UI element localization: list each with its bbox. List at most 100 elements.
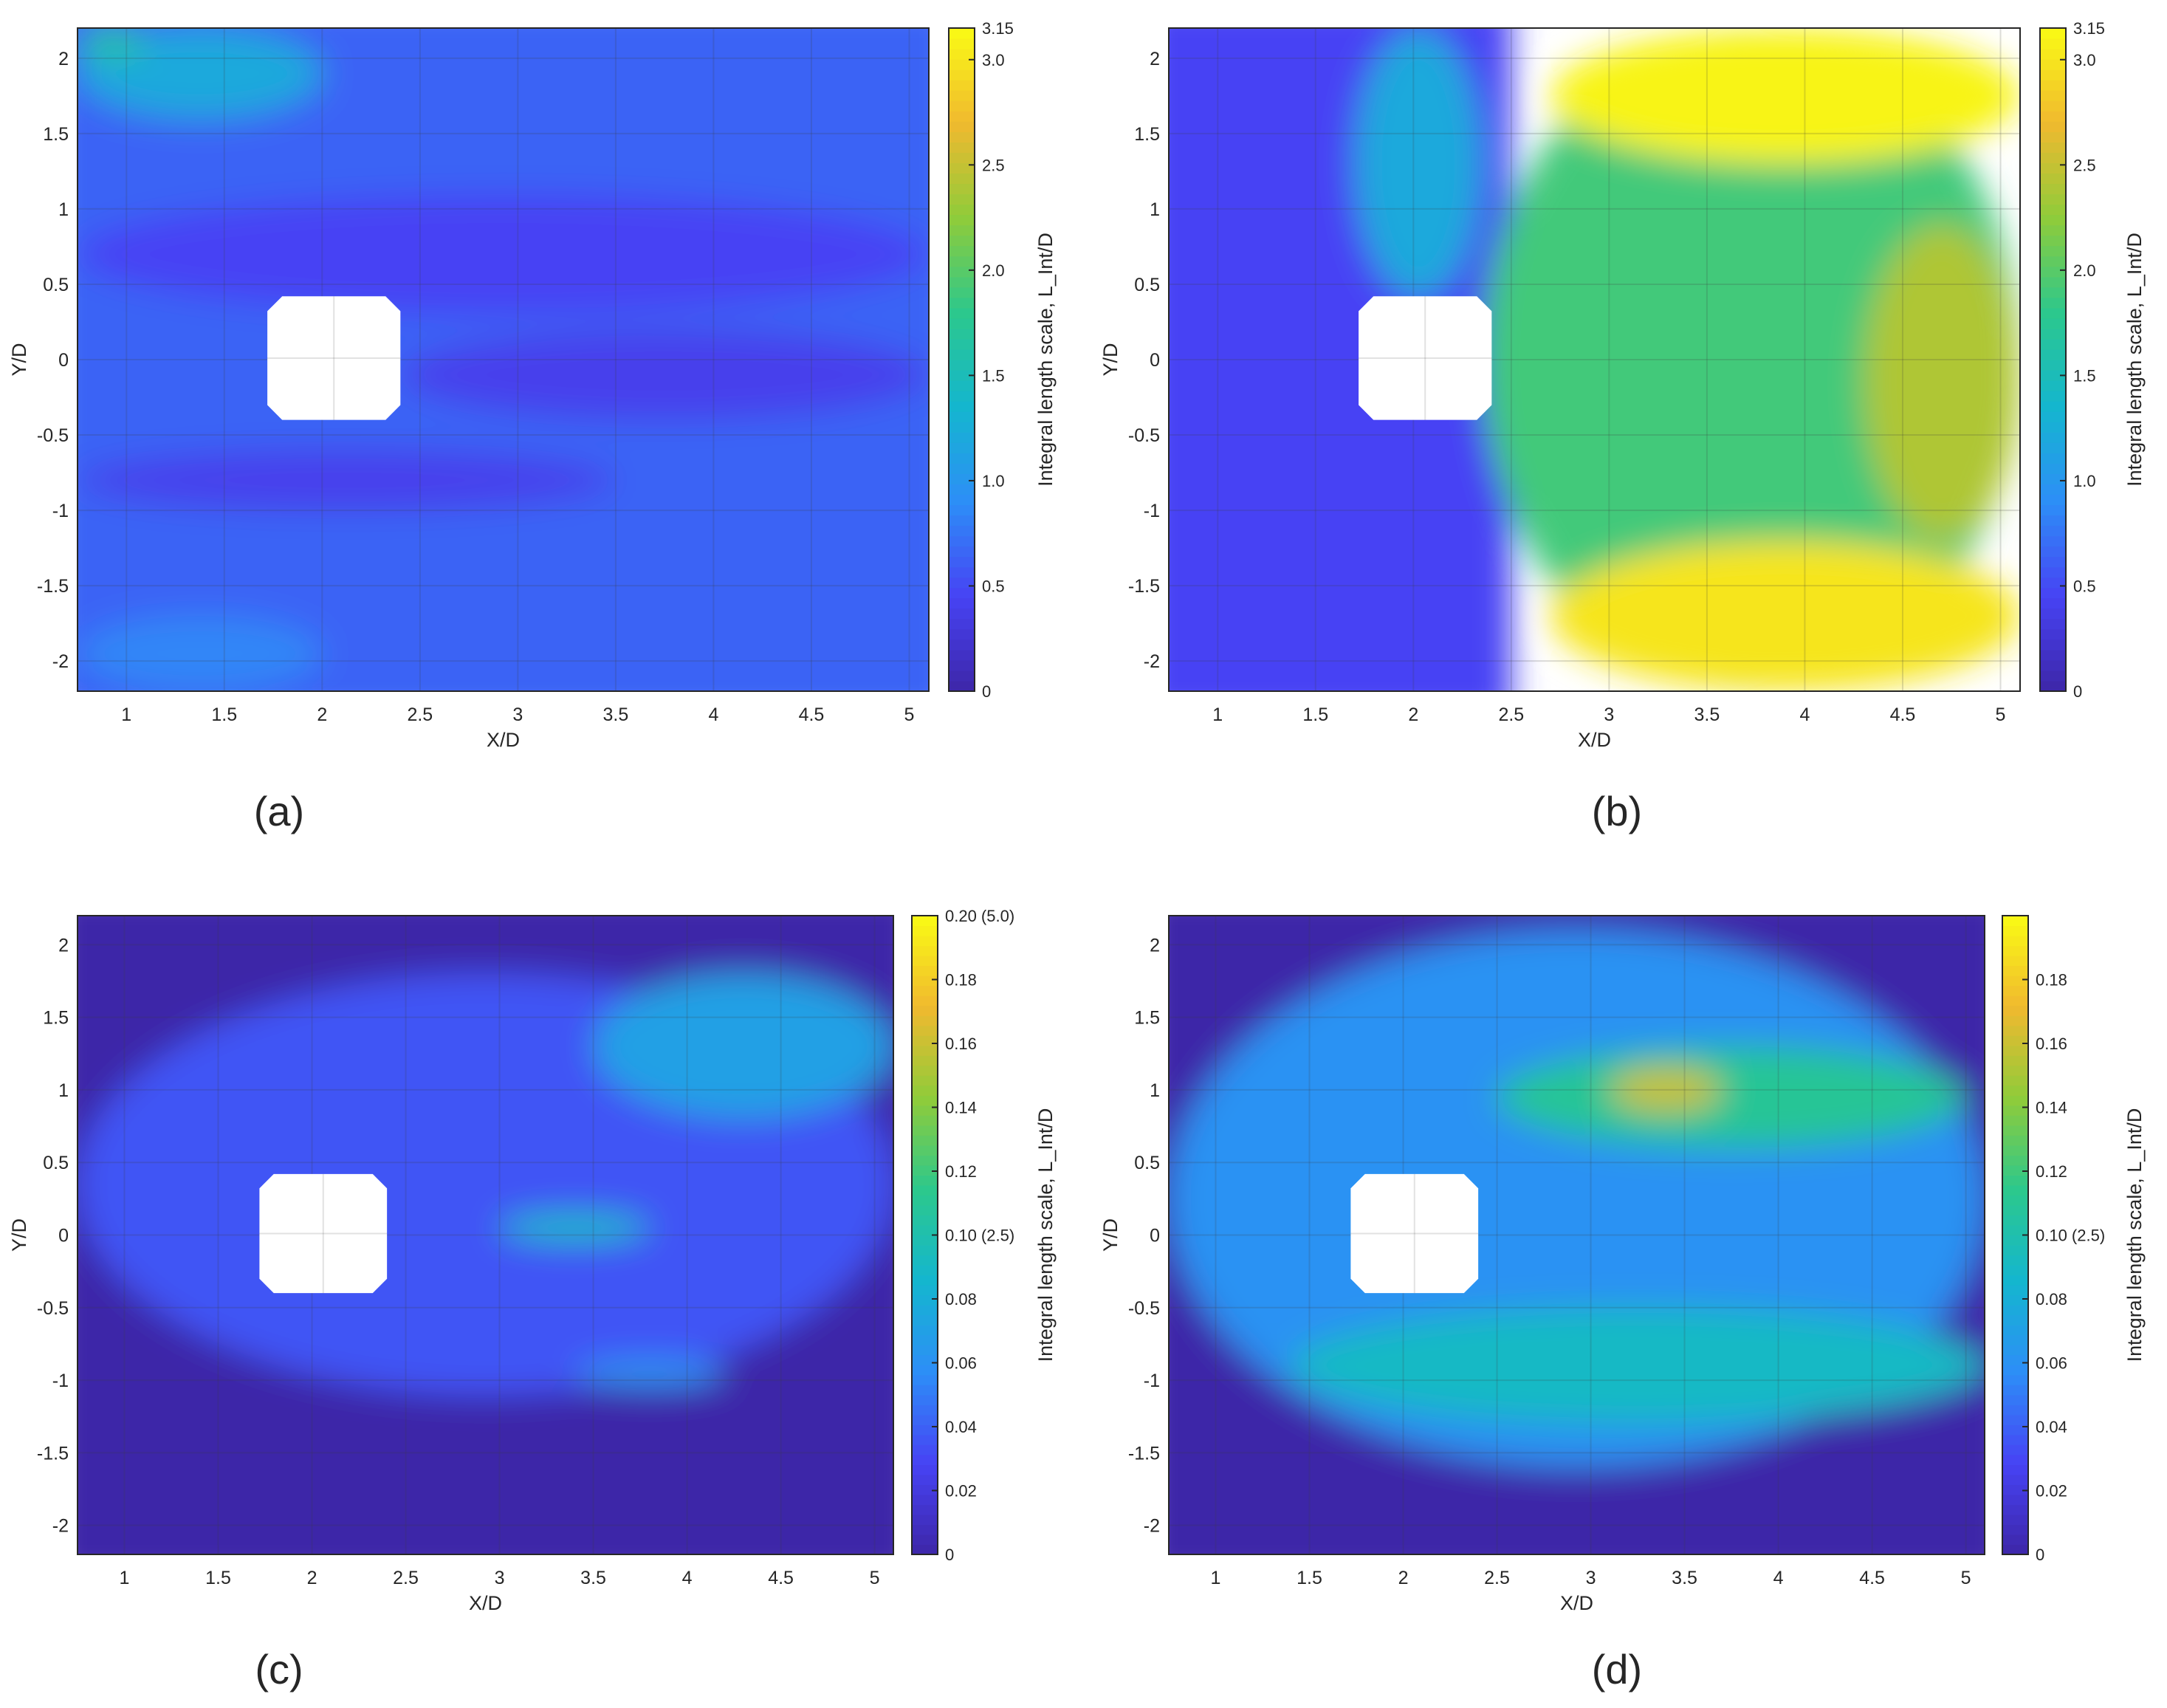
panel-label: (c) — [255, 1646, 303, 1692]
colorbar-label: Integral length scale, L_Int/D — [2123, 1108, 2146, 1362]
colorbar-step — [2040, 142, 2066, 153]
colorbar-step — [2002, 1155, 2028, 1166]
grid-lines — [78, 916, 893, 1554]
colorbar-step — [912, 1424, 938, 1436]
y-tick-label: -1 — [1144, 1371, 1160, 1391]
colorbar-step — [949, 307, 975, 319]
region-upper-streak — [593, 973, 893, 1119]
colorbar-step — [2040, 484, 2066, 495]
heatmap-field — [1169, 916, 1985, 1554]
colorbar-step — [912, 965, 938, 976]
colorbar-step — [912, 1325, 938, 1336]
x-axis-label: X/D — [469, 1592, 502, 1614]
colorbar-step — [2040, 307, 2066, 319]
colorbar-label: Integral length scale, L_Int/D — [2123, 233, 2146, 487]
y-tick-label: -2 — [52, 1516, 69, 1537]
colorbar-step — [912, 936, 938, 947]
colorbar-step — [2002, 1334, 2028, 1345]
colorbar-step — [949, 566, 975, 578]
colorbar-step — [949, 142, 975, 153]
colorbar-step — [912, 1285, 938, 1296]
colorbar-step — [949, 287, 975, 298]
colorbar-step — [949, 297, 975, 309]
colorbar-step — [2040, 349, 2066, 360]
colorbar-step — [912, 1015, 938, 1026]
colorbar-tick-label: 3.0 — [982, 51, 1005, 69]
colorbar-step — [2040, 546, 2066, 558]
colorbar-step — [2040, 235, 2066, 247]
colorbar-step — [2002, 1414, 2028, 1425]
colorbar-tick-label: 0 — [2073, 682, 2082, 701]
colorbar-step — [2002, 985, 2028, 996]
colorbar-step — [949, 214, 975, 226]
colorbar-step — [949, 463, 975, 474]
colorbar-step — [949, 639, 975, 651]
colorbar-step — [912, 1045, 938, 1056]
colorbar-step — [949, 193, 975, 205]
colorbar-step — [2040, 152, 2066, 164]
colorbar-step — [912, 1025, 938, 1036]
x-tick-label: 4.5 — [799, 704, 825, 725]
colorbar-step — [2002, 1354, 2028, 1365]
colorbar-step — [949, 649, 975, 661]
x-tick-label: 3.5 — [1672, 1568, 1697, 1588]
heatmap-regions — [78, 28, 929, 691]
colorbar-step — [2040, 204, 2066, 216]
y-tick-label: -2 — [1144, 1516, 1160, 1537]
colorbar-step — [949, 28, 975, 39]
y-tick-label: -2 — [1144, 651, 1160, 672]
x-tick-label: 1.5 — [1297, 1568, 1322, 1588]
colorbar-step — [2040, 49, 2066, 60]
colorbar-step — [949, 204, 975, 216]
x-tick-label: 1.5 — [211, 704, 237, 725]
y-tick-label: -0.5 — [37, 1298, 69, 1319]
colorbar-step — [2002, 1224, 2028, 1236]
colorbar-tick-label: 0.5 — [982, 577, 1005, 595]
colorbar-tick-label: 2.5 — [2073, 156, 2096, 174]
colorbar-step — [912, 995, 938, 1006]
colorbar-step — [912, 1235, 938, 1246]
x-tick-label: 2 — [317, 704, 327, 725]
x-axis-label: X/D — [1560, 1592, 1593, 1614]
colorbar-step — [2002, 936, 2028, 947]
colorbar-step — [2040, 245, 2066, 257]
colorbar-step — [2002, 1115, 2028, 1126]
y-axis-label: Y/D — [8, 1218, 30, 1252]
panel-label: (a) — [254, 788, 304, 834]
y-tick-label: 0.5 — [43, 1153, 69, 1173]
colorbar-step — [912, 1184, 938, 1196]
panel-label: (d) — [1592, 1646, 1642, 1692]
x-tick-label: 4 — [1773, 1568, 1784, 1588]
colorbar-step — [949, 587, 975, 599]
y-tick-label: 1 — [58, 199, 69, 220]
colorbar-step — [912, 1255, 938, 1266]
colorbar-step — [912, 1365, 938, 1376]
colorbar-step — [2040, 453, 2066, 464]
colorbar-frame — [948, 27, 975, 692]
y-tick-label: 2 — [58, 49, 69, 69]
colorbar-step — [949, 245, 975, 257]
region-top-right — [1550, 28, 2020, 164]
y-tick-label: -0.5 — [1128, 1298, 1160, 1319]
colorbar-step — [2002, 1374, 2028, 1385]
colorbar-step — [2040, 442, 2066, 453]
colorbar-step — [912, 1334, 938, 1345]
colorbar-tick-label: 0.12 — [945, 1162, 977, 1181]
colorbar-step — [2002, 975, 2028, 987]
y-tick-label: -0.5 — [1128, 425, 1160, 446]
colorbar-step — [2002, 1085, 2028, 1096]
colorbar-step — [912, 1444, 938, 1455]
colorbar-step — [912, 1454, 938, 1465]
colorbar-step — [949, 525, 975, 537]
x-tick-label: 1.5 — [1302, 704, 1328, 725]
y-tick-label: 2 — [1150, 49, 1160, 69]
colorbar-step — [912, 956, 938, 967]
region-center-streak — [499, 1213, 650, 1243]
y-axis-label: Y/D — [1099, 1218, 1122, 1252]
colorbar-step — [2002, 1184, 2028, 1196]
colorbar-step — [912, 1345, 938, 1356]
colorbar-step — [2002, 925, 2028, 936]
colorbar-step — [949, 411, 975, 422]
y-tick-label: 1.5 — [43, 124, 69, 145]
plot-frame — [77, 27, 930, 692]
